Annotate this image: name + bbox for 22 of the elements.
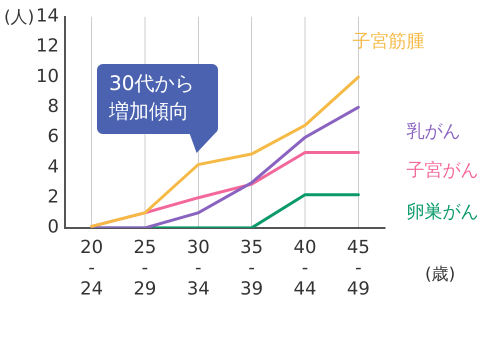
x-tick-label: 45-49	[346, 236, 370, 300]
annotation: 増加傾向	[109, 98, 189, 124]
y-tick-label: 12	[36, 36, 59, 57]
series-label: 子宮筋腫	[352, 30, 424, 52]
y-tick-label: 14	[36, 5, 59, 26]
x-tick-label: 40-44	[294, 236, 316, 300]
annotation: 30代から	[109, 70, 194, 96]
x-axis-title: (歳)	[425, 264, 456, 284]
x-tick-label: 20-24	[80, 236, 104, 300]
x-tick-label: 30-34	[186, 236, 210, 300]
y-tick-label: 8	[47, 96, 59, 117]
y-tick-label: 6	[47, 126, 59, 148]
text: 子宮がん	[406, 160, 478, 182]
y-tick-label: 4	[47, 156, 59, 178]
y-tick-label: 2	[47, 186, 59, 208]
y-tick-label: 10	[36, 66, 59, 87]
x-tick-label: 35-39	[240, 236, 264, 300]
text: 乳がん	[406, 120, 460, 142]
text: 卵巣がん	[406, 201, 478, 222]
x-tick-label: 25-29	[133, 236, 156, 300]
y-axis-title: (人)	[4, 7, 34, 28]
y-tick-label: 0	[47, 216, 59, 238]
